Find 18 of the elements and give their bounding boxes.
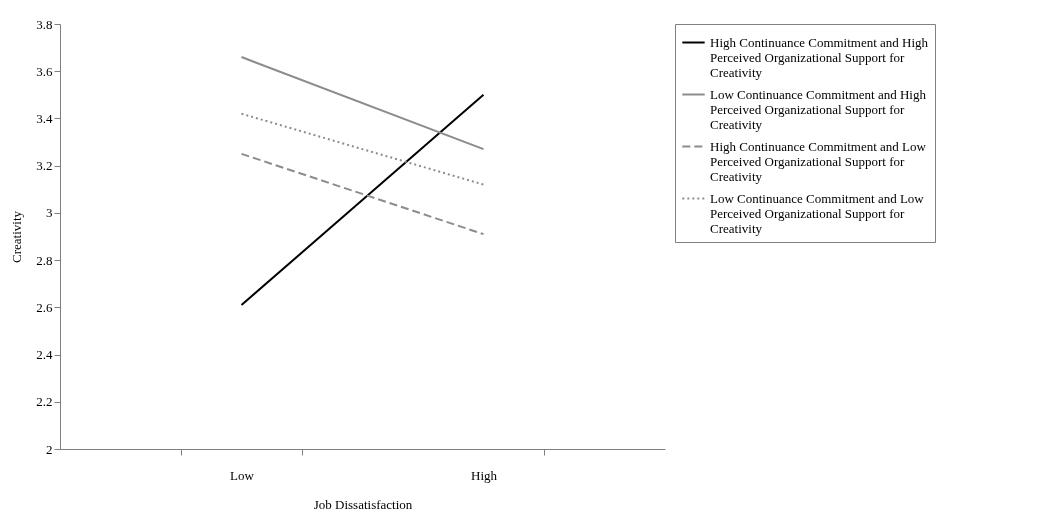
y-tick-label: 3.4 [36,110,53,126]
y-tick-label: 2.2 [36,394,53,410]
y-tick-label: 2 [46,441,53,457]
x-axis-title: Job Dissatisfaction [313,496,413,512]
y-tick-label: 3.6 [36,63,53,79]
x-tick-label: High [471,467,498,483]
y-tick-label: 3.8 [36,16,53,32]
y-tick-label: 3.2 [36,158,53,174]
x-tick-label: Low [230,467,255,483]
y-tick-label: 3 [46,205,53,221]
legend-label: High Continuance Commitment and Low Perceived Organizational Support for Creativity [710,138,927,184]
y-tick-label: 2.4 [36,347,53,363]
legend-label: Low Continuance Commitment and High Perceived Organizational Support for Creativity [710,86,927,132]
legend-label: High Continuance Commitment and High Perceived Organizational Support for Creativity [710,34,929,80]
legend-label: Low Continuance Commitment and Low Perceived Organizational Support for Creativity [710,190,925,236]
y-tick-label: 2.8 [36,252,53,268]
y-axis-title: Creativity [9,210,25,263]
y-tick-label: 2.6 [36,299,53,315]
